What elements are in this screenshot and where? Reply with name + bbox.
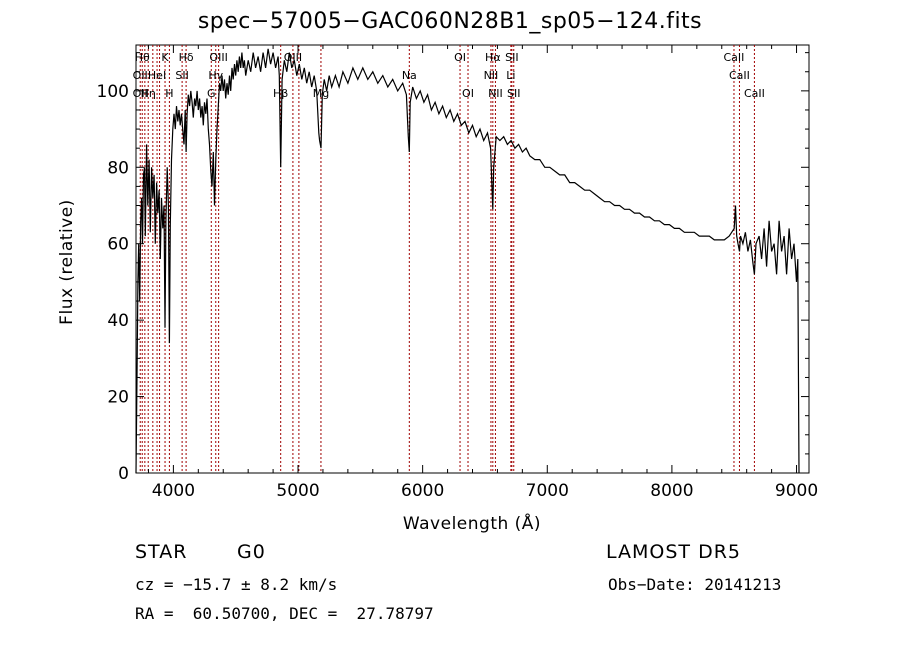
line-marker-label: Hδ — [179, 51, 194, 64]
line-marker-label: Li — [506, 69, 515, 82]
line-marker-label: G — [207, 87, 216, 100]
line-marker-label: H — [165, 87, 173, 100]
plot-frame — [135, 44, 810, 474]
x-tick-label: 6000 — [401, 481, 444, 501]
y-tick-label: 100 — [97, 82, 129, 102]
line-marker-label: Hη — [141, 87, 156, 100]
line-marker-labels: OIIOIIHθHηHeIKHSIIHδGHγOIIIHβOIIIMgNaOIO… — [133, 51, 765, 100]
y-tick-label: 80 — [107, 158, 129, 178]
line-marker-label: CaII — [729, 69, 750, 82]
line-marker-label: CaII — [724, 51, 745, 64]
y-tick-label: 20 — [107, 388, 129, 408]
line-marker-label: OIII — [284, 51, 302, 64]
redshift-info: cz = −15.7 ± 8.2 km/s — [135, 575, 338, 594]
y-tick-label: 0 — [118, 464, 129, 484]
line-marker-label: OI — [454, 51, 466, 64]
line-marker-label: CaII — [744, 87, 765, 100]
observation-date: Obs−Date: 20141213 — [608, 575, 782, 594]
y-axis-ticks: 0 20 40 60 80 100 — [97, 52, 809, 484]
chart-title: spec−57005−GAC060N28B1_sp05−124.fits — [197, 9, 703, 34]
line-marker-label: SII — [505, 51, 518, 64]
line-marker-label: SII — [507, 87, 520, 100]
line-marker-label: OII — [133, 69, 148, 82]
line-marker-label: Hβ — [273, 87, 288, 100]
line-marker-label: NII — [484, 69, 499, 82]
line-marker-label: OII — [133, 87, 148, 100]
coordinates: RA = 60.50700, DEC = 27.78797 — [135, 604, 434, 623]
line-marker-label: Hθ — [135, 51, 150, 64]
line-marker-label: HeI — [148, 69, 166, 82]
line-marker-label: SII — [175, 69, 188, 82]
object-subclass: G0 — [237, 541, 266, 563]
line-marker-label: NII — [488, 87, 503, 100]
x-tick-label: 9000 — [775, 481, 818, 501]
y-axis-label: Flux (relative) — [57, 199, 77, 325]
x-tick-label: 7000 — [526, 481, 569, 501]
line-marker-label: Hα — [485, 51, 501, 64]
line-markers — [139, 45, 755, 473]
x-tick-label: 5000 — [276, 481, 319, 501]
y-tick-label: 40 — [107, 311, 129, 331]
line-marker-label: OIII — [209, 51, 227, 64]
survey-name: LAMOST DR5 — [606, 541, 741, 563]
line-marker-label: Na — [402, 69, 417, 82]
spectrum-line — [135, 48, 800, 474]
object-class: STAR — [135, 541, 188, 563]
x-axis-ticks: 4000 5000 6000 7000 8000 9000 — [147, 45, 818, 501]
y-tick-label: 60 — [107, 235, 129, 255]
x-axis-label: Wavelength (Å) — [403, 512, 541, 534]
line-marker-label: OI — [462, 87, 474, 100]
line-marker-label: K — [161, 51, 169, 64]
x-tick-label: 4000 — [152, 481, 195, 501]
x-tick-label: 8000 — [650, 481, 693, 501]
line-marker-label: Hγ — [208, 69, 223, 82]
